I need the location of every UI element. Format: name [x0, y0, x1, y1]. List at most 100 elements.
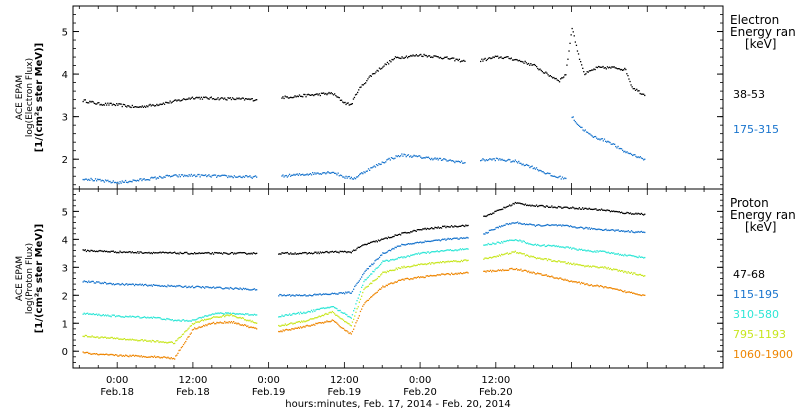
electron-data-point	[323, 172, 325, 174]
proton-data-point	[298, 320, 301, 323]
electron-data-point	[574, 41, 576, 43]
proton-data-point	[597, 285, 599, 287]
proton-data-point	[608, 209, 610, 212]
proton-data-point	[199, 316, 201, 319]
proton-data-point	[617, 252, 619, 255]
proton-data-point	[94, 313, 97, 316]
proton-data-point	[504, 269, 506, 271]
proton-data-point	[368, 275, 371, 277]
electron-data-point	[538, 170, 540, 172]
proton-data-point	[544, 224, 546, 227]
proton-data-point	[240, 324, 242, 326]
proton-data-point	[529, 272, 531, 274]
proton-data-point	[393, 259, 395, 261]
proton-data-point	[237, 313, 239, 315]
electron-data-point	[186, 174, 188, 177]
electron-data-point	[621, 68, 623, 71]
electron-data-point	[313, 173, 315, 175]
proton-data-point	[364, 270, 366, 273]
proton-data-point	[637, 212, 639, 214]
proton-data-point	[513, 203, 515, 205]
proton-data-point	[246, 313, 248, 315]
x-tick-date-label: Feb.20	[403, 387, 437, 398]
electron-data-point	[118, 183, 120, 185]
proton-data-point	[226, 252, 228, 255]
proton-data-point	[121, 338, 123, 341]
electron-data-point	[346, 177, 348, 179]
proton-data-point	[433, 274, 435, 277]
proton-data-point	[172, 342, 175, 345]
proton-data-point	[162, 341, 165, 343]
proton-data-point	[484, 270, 486, 272]
electron-data-point	[590, 134, 592, 136]
proton-data-point	[499, 226, 502, 228]
proton-data-point	[410, 231, 412, 233]
electron-data-point	[217, 97, 219, 99]
proton-data-point	[91, 249, 93, 252]
proton-data-point	[252, 252, 254, 254]
proton-data-point	[216, 286, 218, 288]
electron-data-point	[550, 175, 552, 177]
electron-data-point	[127, 105, 129, 107]
proton-data-point	[457, 249, 459, 251]
proton-data-point	[483, 270, 485, 272]
proton-data-point	[637, 256, 639, 259]
proton-data-point	[579, 226, 582, 228]
electron-data-point	[487, 159, 490, 161]
proton-data-point	[644, 294, 646, 296]
proton-data-point	[556, 261, 558, 263]
proton-data-point	[142, 316, 145, 318]
proton-data-point	[362, 244, 364, 246]
proton-data-point	[221, 253, 224, 255]
electron-data-point	[283, 97, 285, 100]
electron-data-point	[394, 56, 397, 58]
electron-data-point	[373, 73, 375, 75]
electron-data-point	[613, 66, 615, 68]
proton-data-point	[104, 282, 107, 284]
proton-data-point	[177, 338, 179, 340]
proton-data-point	[357, 317, 359, 319]
proton-data-point	[566, 246, 568, 248]
proton-data-point	[298, 313, 301, 315]
proton-data-point	[618, 269, 620, 271]
electron-data-point	[391, 58, 393, 61]
proton-data-point	[435, 227, 437, 229]
electron-data-point	[371, 73, 374, 75]
proton-data-point	[603, 250, 605, 252]
proton-data-point	[180, 335, 182, 338]
proton-data-point	[339, 326, 341, 328]
proton-data-point	[148, 251, 150, 254]
proton-data-point	[527, 242, 529, 244]
proton-data-point	[348, 315, 350, 318]
proton-data-point	[291, 322, 293, 324]
proton-data-point	[338, 316, 340, 318]
proton-data-point	[361, 308, 363, 310]
electron-data-point	[297, 95, 299, 98]
proton-data-point	[153, 316, 156, 319]
proton-data-point	[282, 324, 284, 326]
electron-data-point	[348, 175, 350, 178]
proton-data-point	[137, 340, 139, 342]
electron-data-point	[485, 159, 487, 161]
proton-data-point	[318, 293, 320, 295]
proton-data-point	[609, 229, 612, 231]
proton-data-point	[370, 265, 372, 267]
proton-data-point	[107, 337, 109, 339]
proton-data-point	[102, 353, 104, 355]
electron-data-point	[163, 176, 165, 178]
proton-data-point	[291, 328, 293, 330]
electron-data-point	[490, 158, 492, 160]
proton-data-point	[554, 277, 556, 279]
proton-data-point	[245, 252, 247, 254]
proton-data-point	[488, 229, 491, 232]
electron-data-point	[548, 75, 550, 77]
proton-data-point	[282, 329, 284, 331]
proton-data-point	[252, 314, 254, 316]
electron-data-point	[636, 156, 638, 159]
proton-data-point	[404, 278, 406, 280]
electron-data-point	[419, 54, 421, 56]
proton-data-point	[598, 267, 600, 269]
electron-data-point	[634, 89, 637, 91]
electron-data-point	[498, 57, 500, 59]
proton-data-point	[609, 267, 612, 270]
